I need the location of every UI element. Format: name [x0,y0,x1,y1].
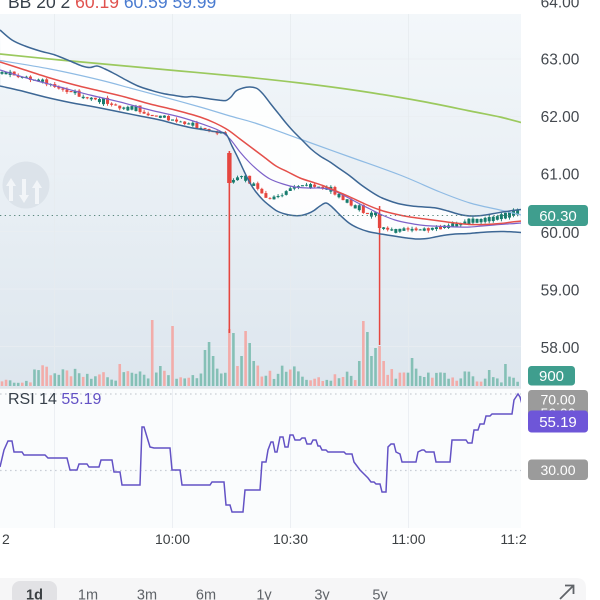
svg-text:2: 2 [2,531,10,547]
svg-text:60.30: 60.30 [539,208,577,225]
svg-text:64.00: 64.00 [541,0,580,11]
svg-text:3m: 3m [137,588,157,600]
svg-text:61.00: 61.00 [541,166,580,183]
svg-text:3y: 3y [314,588,330,600]
svg-text:10:30: 10:30 [273,531,308,547]
svg-text:60.00: 60.00 [541,225,580,242]
svg-text:11:2: 11:2 [500,531,526,547]
svg-text:1m: 1m [78,588,98,600]
svg-text:59.00: 59.00 [541,282,580,299]
svg-text:RSI 14 55.19: RSI 14 55.19 [8,391,102,408]
svg-text:900: 900 [539,368,564,385]
svg-text:30.00: 30.00 [540,462,575,478]
svg-text:10:00: 10:00 [155,531,190,547]
svg-text:BB 20 2 60.19 60.59 59.99: BB 20 2 60.19 60.59 59.99 [8,0,216,12]
svg-text:63.00: 63.00 [541,51,580,68]
svg-text:62.00: 62.00 [541,109,580,126]
svg-text:58.00: 58.00 [541,340,580,357]
svg-text:1d: 1d [26,588,43,600]
svg-text:5y: 5y [372,588,388,600]
svg-text:1y: 1y [256,588,272,600]
svg-text:6m: 6m [196,588,216,600]
svg-text:70.00: 70.00 [540,392,575,408]
svg-text:11:00: 11:00 [392,531,426,547]
svg-text:55.19: 55.19 [539,414,577,431]
